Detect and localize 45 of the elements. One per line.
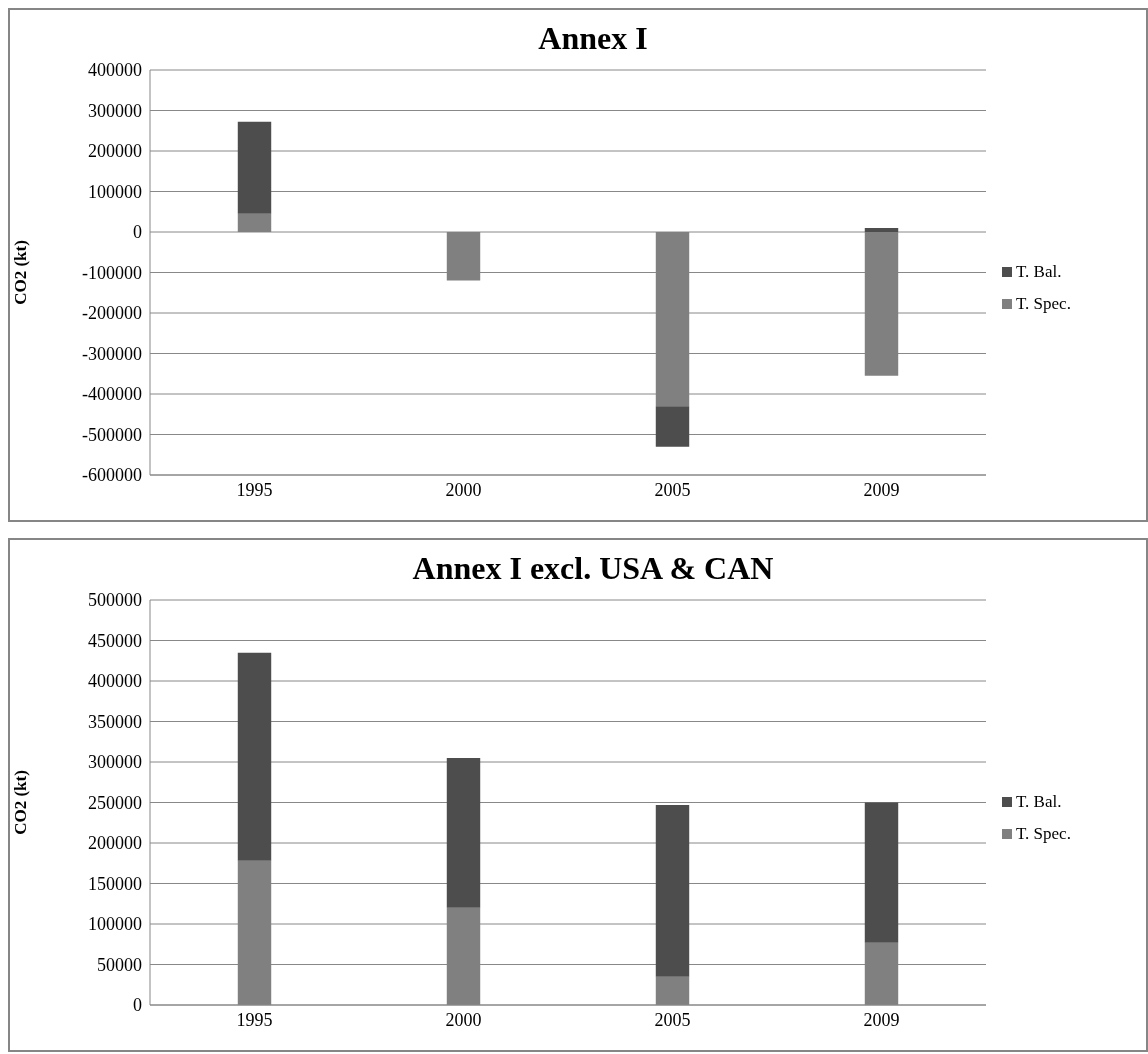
chart-title: Annex I xyxy=(537,19,649,58)
x-tick-label: 2005 xyxy=(654,479,691,500)
legend-label: T. Spec. xyxy=(1016,823,1071,844)
y-tick-label: 50000 xyxy=(97,954,142,975)
y-tick-label: 100000 xyxy=(88,181,142,202)
bar xyxy=(446,757,481,908)
y-tick-label: 500000 xyxy=(88,590,142,611)
bar xyxy=(237,652,272,861)
y-axis-title: CO2 (kt) xyxy=(11,770,31,835)
bar xyxy=(864,227,899,232)
x-tick-label: 1995 xyxy=(236,479,273,500)
y-tick-label: 100000 xyxy=(88,914,142,935)
y-tick-label: 400000 xyxy=(88,60,142,81)
bar xyxy=(655,804,690,977)
y-tick-label: 0 xyxy=(133,995,142,1016)
y-tick-label: -400000 xyxy=(82,384,142,405)
y-tick-label: 150000 xyxy=(88,873,142,894)
chart-title: Annex I excl. USA & CAN xyxy=(411,549,775,588)
y-tick-label: -500000 xyxy=(82,424,142,445)
legend-label: T. Bal. xyxy=(1016,261,1062,282)
y-tick-label: 350000 xyxy=(88,711,142,732)
x-tick-label: 2009 xyxy=(863,1009,900,1030)
y-tick-label: -600000 xyxy=(82,465,142,486)
x-tick-label: 2009 xyxy=(863,479,900,500)
y-tick-label: 400000 xyxy=(88,671,142,692)
legend-label: T. Bal. xyxy=(1016,791,1062,812)
y-tick-label: -300000 xyxy=(82,343,142,364)
y-tick-label: 300000 xyxy=(88,100,142,121)
bar xyxy=(237,121,272,214)
bar xyxy=(864,802,899,943)
y-tick-label: 300000 xyxy=(88,752,142,773)
y-tick-label: 200000 xyxy=(88,141,142,162)
legend-label: T. Spec. xyxy=(1016,293,1071,314)
x-tick-label: 2000 xyxy=(445,479,482,500)
y-tick-label: -100000 xyxy=(82,262,142,283)
x-tick-label: 2000 xyxy=(445,1009,482,1030)
bar xyxy=(655,406,690,447)
y-tick-label: 200000 xyxy=(88,833,142,854)
y-tick-label: 0 xyxy=(133,222,142,243)
x-tick-label: 1995 xyxy=(236,1009,273,1030)
y-axis-title: CO2 (kt) xyxy=(11,240,31,305)
x-tick-label: 2005 xyxy=(654,1009,691,1030)
y-tick-label: -200000 xyxy=(82,303,142,324)
y-tick-label: 450000 xyxy=(88,630,142,651)
y-tick-label: 250000 xyxy=(88,792,142,813)
